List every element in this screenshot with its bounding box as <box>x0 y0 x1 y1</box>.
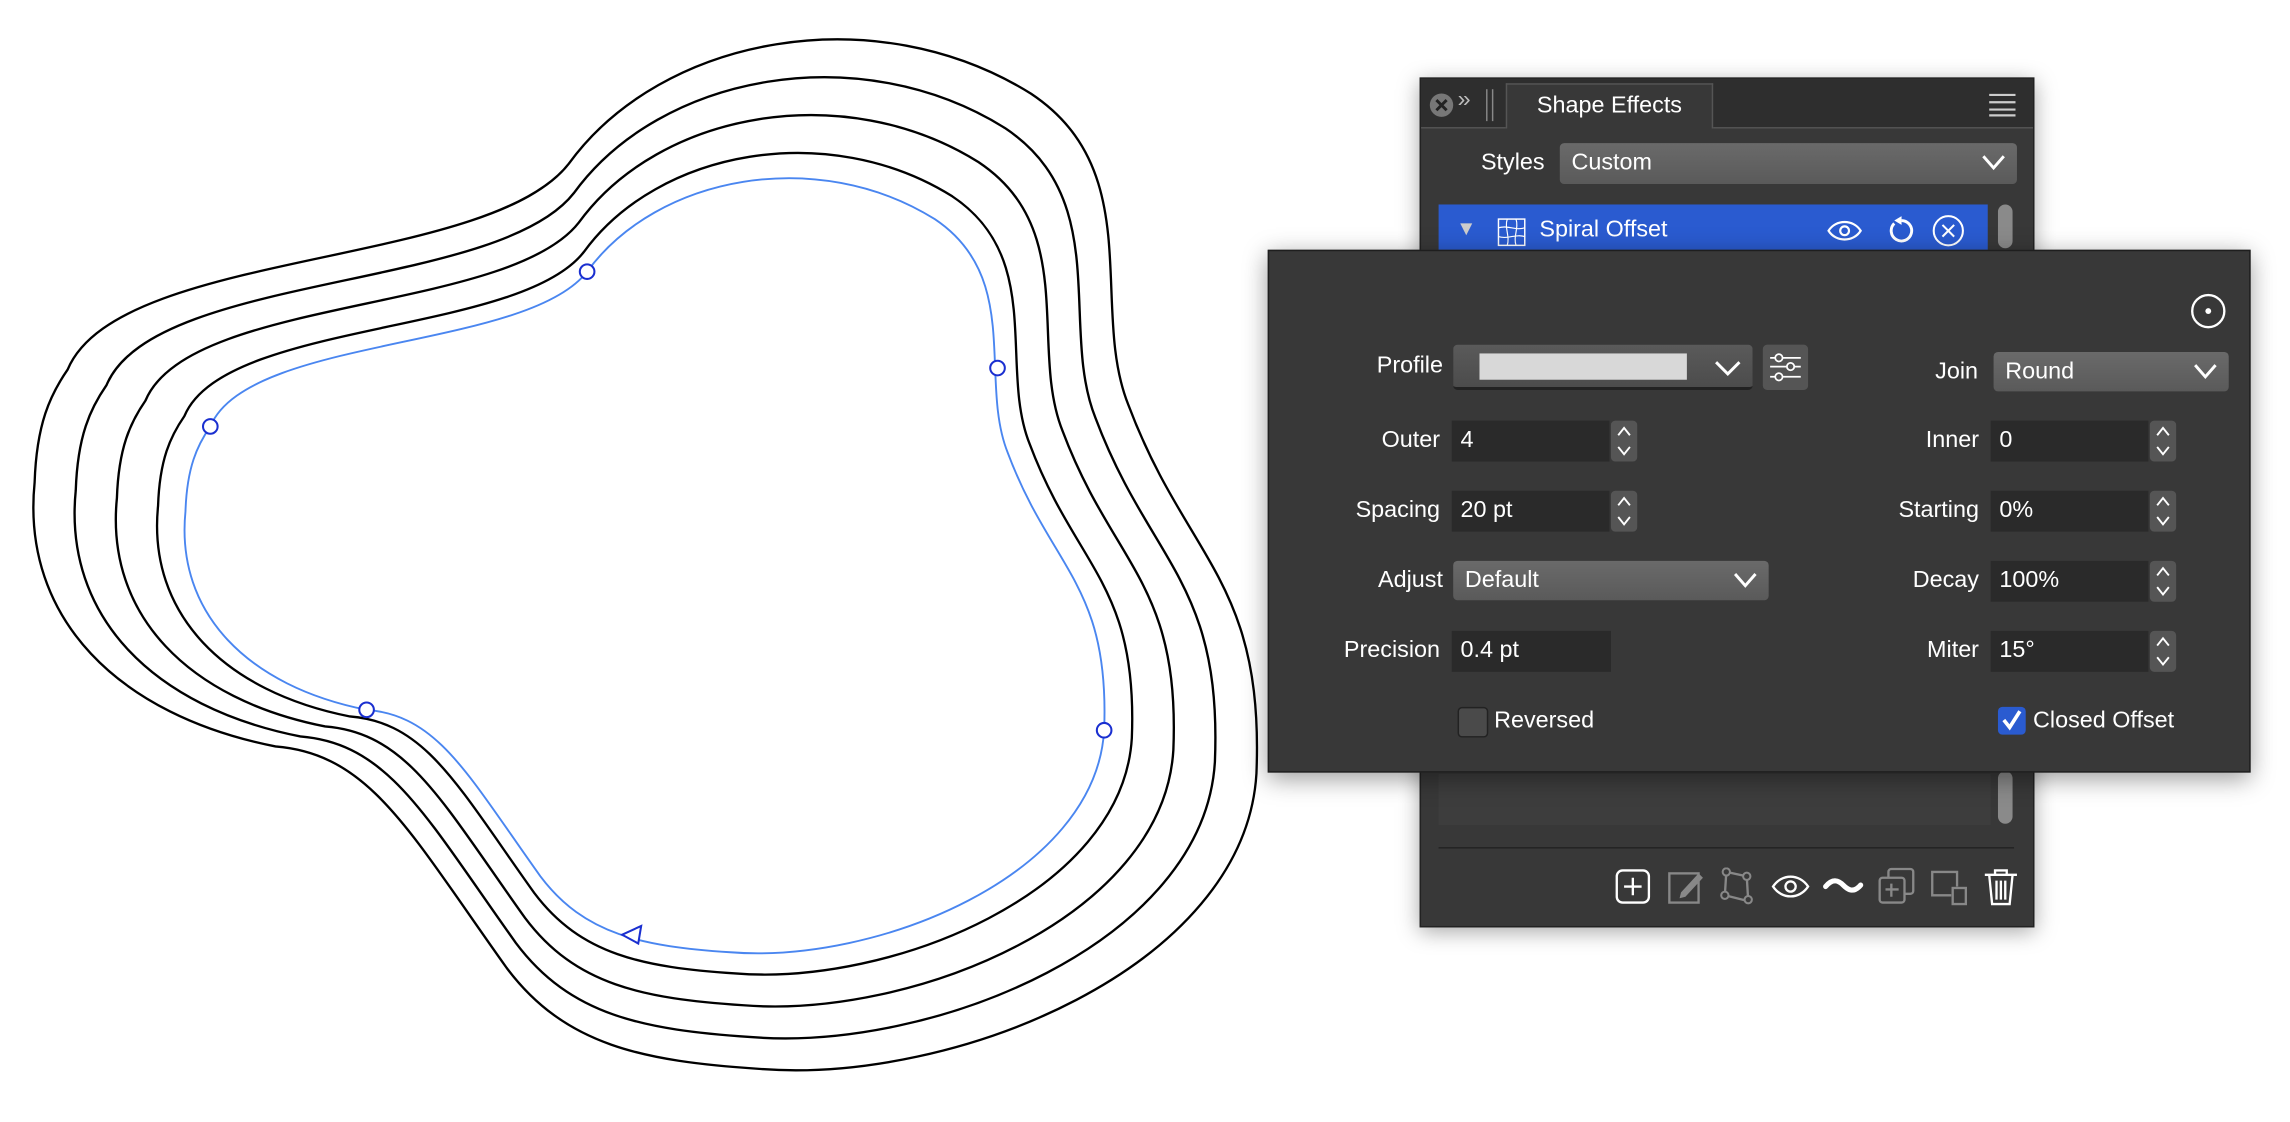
outer-stepper[interactable] <box>1610 420 1638 462</box>
scrollbar[interactable] <box>1997 204 2015 829</box>
close-panel-icon[interactable] <box>1428 92 1454 118</box>
node-shape-icon[interactable] <box>1718 867 1759 906</box>
target-pin-icon[interactable] <box>2189 292 2227 330</box>
outer-input[interactable]: 4 <box>1451 420 1610 462</box>
eye-icon[interactable] <box>1770 868 1811 906</box>
offset-path-1[interactable] <box>155 151 1134 976</box>
node-handle[interactable] <box>358 701 375 719</box>
bottom-toolbar <box>1612 867 2021 906</box>
decay-stepper[interactable] <box>2149 560 2177 602</box>
inner-input[interactable]: 0 <box>1990 420 2149 462</box>
miter-label: Miter <box>1927 638 1979 664</box>
node-handle[interactable] <box>989 359 1006 377</box>
node-handle[interactable] <box>1095 721 1113 739</box>
adjust-label: Adjust <box>1378 568 1443 593</box>
spiral-offset-effect-icon <box>1497 218 1526 247</box>
start-node-arrow[interactable] <box>619 924 643 946</box>
reversed-checkbox[interactable] <box>1457 706 1489 738</box>
precision-input[interactable]: 0.4 pt <box>1451 630 1611 672</box>
duplicate-icon[interactable] <box>1875 867 1916 906</box>
starting-stepper[interactable] <box>2149 490 2177 532</box>
chevron-down-icon <box>1982 155 2005 171</box>
styles-dropdown[interactable]: Custom <box>1559 143 2017 185</box>
closed-offset-label: Closed Offset <box>2033 708 2175 734</box>
closed-offset-checkbox[interactable] <box>1997 706 2026 735</box>
divider <box>1438 847 2015 849</box>
trash-icon[interactable] <box>1980 868 2021 906</box>
effect-list-area <box>1438 774 1991 826</box>
remove-effect-icon[interactable] <box>1932 215 1964 247</box>
collapse-chevrons-icon[interactable]: » <box>1457 87 1471 113</box>
spacing-stepper[interactable] <box>1610 490 1638 532</box>
join-dropdown[interactable]: Round <box>1993 351 2229 392</box>
arrange-icon[interactable] <box>1928 868 1969 906</box>
offset-path-3[interactable] <box>73 76 1217 1040</box>
inner-label: Inner <box>1925 427 1979 453</box>
styles-value: Custom <box>1571 150 1653 176</box>
starting-label: Starting <box>1898 498 1979 523</box>
miter-input[interactable]: 15° <box>1990 630 2149 672</box>
decay-label: Decay <box>1912 568 1979 593</box>
drawing-canvas[interactable] <box>0 0 1402 1122</box>
join-label: Join <box>1935 359 1979 385</box>
precision-label: Precision <box>1343 638 1441 664</box>
reversed-label: Reversed <box>1494 708 1595 734</box>
panel-tab-bar: » Shape Effects <box>1421 78 2034 129</box>
effect-name: Spiral Offset <box>1539 217 1668 243</box>
styles-label: Styles <box>1480 150 1545 176</box>
chevron-down-icon <box>1715 361 1741 376</box>
profile-label: Profile <box>1376 353 1443 379</box>
node-handle[interactable] <box>578 263 596 280</box>
inner-stepper[interactable] <box>2149 420 2177 462</box>
wave-icon[interactable] <box>1823 868 1864 906</box>
edit-icon[interactable] <box>1665 868 1706 906</box>
starting-input[interactable]: 0% <box>1990 490 2149 532</box>
eye-icon[interactable] <box>1827 219 1862 242</box>
reset-icon[interactable] <box>1886 216 1915 245</box>
miter-stepper[interactable] <box>2149 630 2177 672</box>
profile-dropdown[interactable] <box>1453 344 1753 390</box>
disclosure-triangle-icon[interactable]: ▼ <box>1456 216 1477 240</box>
source-curve[interactable] <box>183 177 1106 955</box>
spacing-input[interactable]: 20 pt <box>1451 490 1610 532</box>
profile-preview <box>1479 353 1687 380</box>
chevron-down-icon <box>1733 573 1757 588</box>
node-handle[interactable] <box>201 418 219 435</box>
drag-grip-icon[interactable] <box>1484 89 1496 122</box>
chevron-down-icon <box>2194 364 2217 380</box>
spacing-label: Spacing <box>1355 498 1441 523</box>
profile-settings-icon[interactable] <box>1762 344 1809 390</box>
add-icon[interactable] <box>1612 868 1653 906</box>
effect-row-spiral-offset[interactable]: ▼ Spiral Offset <box>1438 204 1988 258</box>
panel-menu-icon[interactable] <box>1988 92 2017 117</box>
join-value: Round <box>2005 359 2075 385</box>
adjust-dropdown[interactable]: Default <box>1453 560 1769 601</box>
decay-input[interactable]: 100% <box>1990 560 2149 602</box>
adjust-value: Default <box>1464 568 1539 593</box>
tab-shape-effects[interactable]: Shape Effects <box>1505 83 1714 129</box>
spiral-offset-settings-popover: Profile Join Round Outer 4 Spacing 20 pt… <box>1267 249 2251 773</box>
outer-label: Outer <box>1381 427 1441 453</box>
